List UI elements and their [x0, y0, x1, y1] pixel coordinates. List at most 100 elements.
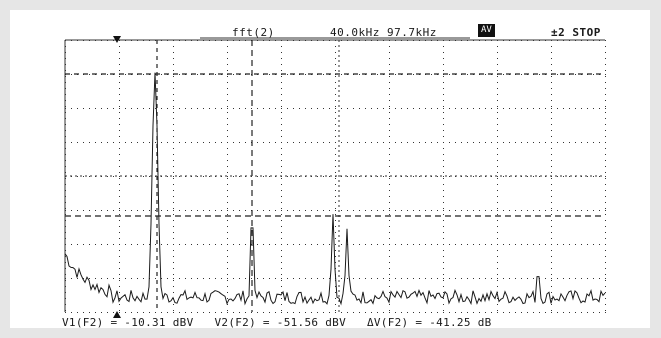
grid-dot: [467, 142, 468, 143]
grid-dot: [113, 108, 114, 109]
grid-dot: [443, 278, 444, 279]
grid-dot: [581, 108, 582, 109]
grid-dot: [89, 142, 90, 143]
grid-dot: [281, 172, 282, 173]
grid-dot: [431, 74, 432, 75]
grid-dot: [167, 210, 168, 211]
grid-dot: [389, 118, 390, 119]
grid-dot: [173, 226, 174, 227]
grid-dot: [71, 244, 72, 245]
grid-dot: [605, 274, 606, 275]
grid-dot: [173, 148, 174, 149]
grid-dot: [353, 142, 354, 143]
grid-dot: [467, 176, 468, 177]
grid-dot: [227, 46, 228, 47]
grid-dot: [497, 142, 498, 143]
grid-dot: [407, 312, 408, 313]
grid-dot: [71, 312, 72, 313]
grid-dot: [551, 58, 552, 59]
grid-dot: [389, 176, 390, 177]
grid-dot: [125, 312, 126, 313]
grid-dot: [473, 142, 474, 143]
grid-dot: [389, 108, 390, 109]
grid-dot: [599, 142, 600, 143]
grid-dot: [533, 210, 534, 211]
grid-dot: [197, 244, 198, 245]
grid-dot: [173, 112, 174, 113]
grid-dot: [161, 278, 162, 279]
grid-dot: [605, 88, 606, 89]
grid-dot: [173, 154, 174, 155]
grid-dot: [281, 202, 282, 203]
grid-dot: [227, 94, 228, 95]
grid-dot: [461, 278, 462, 279]
grid-dot: [281, 94, 282, 95]
grid-dot: [581, 244, 582, 245]
grid-dot: [173, 46, 174, 47]
grid-dot: [293, 210, 294, 211]
grid-dot: [173, 142, 174, 143]
grid-dot: [569, 142, 570, 143]
grid-dot: [497, 214, 498, 215]
grid-dot: [77, 278, 78, 279]
grid-dot: [467, 74, 468, 75]
grid-dot: [119, 304, 120, 305]
grid-dot: [119, 94, 120, 95]
grid-dot: [443, 220, 444, 221]
grid-dot: [605, 226, 606, 227]
graticule: [64, 39, 606, 313]
grid-dot: [137, 312, 138, 313]
grid-dot: [431, 142, 432, 143]
grid-dot: [545, 108, 546, 109]
grid-dot: [185, 278, 186, 279]
grid-dot: [275, 142, 276, 143]
grid-dot: [173, 178, 174, 179]
grid-dot: [509, 278, 510, 279]
grid-dot: [233, 74, 234, 75]
grid-dot: [347, 108, 348, 109]
grid-dot: [389, 244, 390, 245]
grid-dot: [203, 244, 204, 245]
grid-dot: [119, 298, 120, 299]
grid-dot: [317, 278, 318, 279]
grid-dot: [389, 274, 390, 275]
grid-dot: [179, 210, 180, 211]
grid-dot: [119, 256, 120, 257]
grid-dot: [443, 100, 444, 101]
grid-dot: [389, 172, 390, 173]
grid-dot: [365, 210, 366, 211]
grid-dot: [407, 244, 408, 245]
grid-dot: [281, 88, 282, 89]
grid-dot: [443, 136, 444, 137]
grid-dot: [119, 124, 120, 125]
grid-dot: [599, 278, 600, 279]
grid-dot: [599, 312, 600, 313]
grid-dot: [443, 58, 444, 59]
grid-dot: [119, 262, 120, 263]
grid-dot: [389, 210, 390, 211]
grid-dot: [197, 142, 198, 143]
grid-dot: [485, 210, 486, 211]
grid-dot: [497, 82, 498, 83]
grid-dot: [335, 214, 336, 215]
grid-dot: [605, 190, 606, 191]
grid-dot: [161, 312, 162, 313]
grid-dot: [227, 184, 228, 185]
grid-dot: [335, 154, 336, 155]
grid-dot: [143, 210, 144, 211]
grid-dot: [413, 74, 414, 75]
grid-dot: [479, 278, 480, 279]
grid-dot: [503, 244, 504, 245]
grid-dot: [359, 312, 360, 313]
grid-dot: [551, 250, 552, 251]
grid-dot: [173, 268, 174, 269]
grid-dot: [503, 142, 504, 143]
oscilloscope-screen: [10, 10, 650, 328]
grid-dot: [527, 142, 528, 143]
grid-dot: [437, 210, 438, 211]
grid-dot: [173, 124, 174, 125]
grid-dot: [227, 172, 228, 173]
frequency-readout: 40.0kHz 97.7kHz: [330, 26, 437, 39]
grid-dot: [389, 64, 390, 65]
grid-dot: [119, 268, 120, 269]
